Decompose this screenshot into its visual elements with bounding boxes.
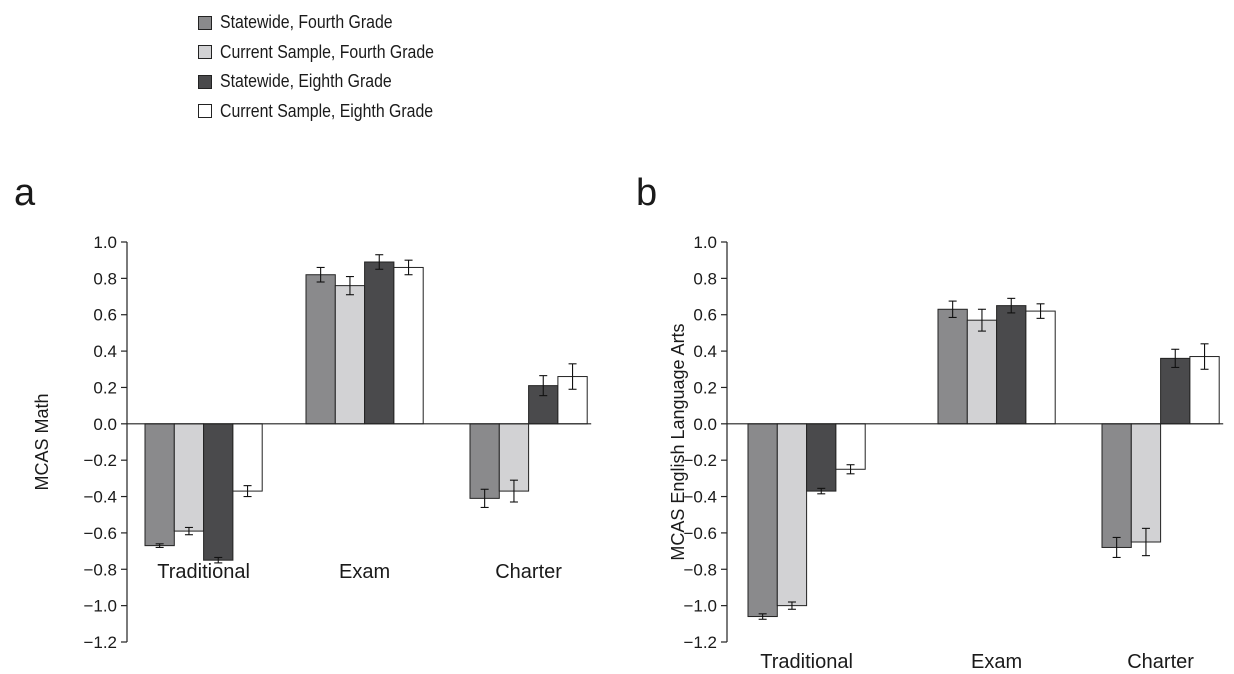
y-tick-label: 0.0 xyxy=(693,415,717,434)
bar xyxy=(469,423,500,499)
panel-label: a xyxy=(14,172,36,214)
bar xyxy=(1025,310,1056,425)
bar xyxy=(1160,357,1191,425)
bar xyxy=(334,285,366,425)
legend: Statewide, Fourth Grade Current Sample, … xyxy=(198,8,463,126)
y-tick-label: 0.6 xyxy=(693,306,717,325)
y-tick-label: 0.4 xyxy=(93,342,117,361)
y-tick-label: −0.6 xyxy=(683,524,717,543)
y-tick-label: −0.2 xyxy=(83,451,117,470)
y-tick-label: −0.6 xyxy=(83,524,117,543)
bar xyxy=(966,319,998,425)
legend-swatch xyxy=(198,45,212,60)
panel-label: b xyxy=(636,172,657,214)
y-tick-label: 0.0 xyxy=(93,415,117,434)
legend-item-statewide-fourth: Statewide, Fourth Grade xyxy=(198,8,463,38)
bar xyxy=(203,423,234,561)
y-tick-label: 0.8 xyxy=(93,269,117,288)
y-tick-label: −0.4 xyxy=(83,488,117,507)
x-category-label: Exam xyxy=(339,561,390,583)
bar xyxy=(173,423,205,532)
bar xyxy=(937,308,968,425)
x-category-label: Exam xyxy=(971,651,1022,673)
y-tick-label: 0.8 xyxy=(693,269,717,288)
y-tick-label: −0.8 xyxy=(83,560,117,579)
legend-swatch xyxy=(198,74,212,89)
y-axis-title: MCAS Math xyxy=(32,393,52,490)
legend-label: Current Sample, Eighth Grade xyxy=(220,100,434,121)
bar xyxy=(364,261,395,425)
legend-swatch xyxy=(198,104,212,119)
legend-swatch xyxy=(198,15,212,30)
y-tick-label: −1.2 xyxy=(683,633,717,652)
x-category-label: Traditional xyxy=(760,651,853,673)
y-tick-label: 0.2 xyxy=(693,378,717,397)
y-tick-label: −1.0 xyxy=(683,597,717,616)
y-tick-label: 0.6 xyxy=(93,306,117,325)
y-tick-label: −1.2 xyxy=(83,633,117,652)
bar xyxy=(393,266,424,425)
bar xyxy=(776,423,808,607)
legend-item-sample-eighth: Current Sample, Eighth Grade xyxy=(198,97,463,127)
panel-b: b 1.0 0.8 0.6 0.4 0.2 0.0 −0.2 −0.4 −0.6 −0.8 −1.0 −… xyxy=(636,172,1224,673)
bar xyxy=(996,305,1027,425)
x-category-label: Traditional xyxy=(157,561,250,583)
bar xyxy=(232,423,263,492)
bar xyxy=(144,423,175,547)
y-tick-label: 0.4 xyxy=(693,342,717,361)
y-tick-label: 1.0 xyxy=(693,233,717,252)
x-category-label: Charter xyxy=(495,561,562,583)
bar xyxy=(1101,423,1132,548)
legend-label: Statewide, Eighth Grade xyxy=(220,71,392,92)
legend-label: Current Sample, Fourth Grade xyxy=(220,41,434,62)
bar xyxy=(835,423,866,470)
bar xyxy=(1130,423,1162,543)
bar xyxy=(305,274,336,425)
legend-label: Statewide, Fourth Grade xyxy=(220,12,393,33)
y-tick-label: 0.2 xyxy=(93,378,117,397)
y-axis-title: MCAS English Language Arts xyxy=(668,323,688,560)
y-tick-label: −0.2 xyxy=(683,451,717,470)
bar xyxy=(747,423,778,618)
bar xyxy=(806,423,837,492)
y-tick-label: 1.0 xyxy=(93,233,117,252)
panel-a: a 1.0 0.8 0.6 0.4 0.2 0.0 −0.2 −0.4 −0.6 −0.8 −1.0 −… xyxy=(14,172,592,652)
legend-item-sample-fourth: Current Sample, Fourth Grade xyxy=(198,38,463,68)
legend-item-statewide-eighth: Statewide, Eighth Grade xyxy=(198,67,463,97)
y-tick-label: −0.8 xyxy=(683,560,717,579)
y-tick-label: −1.0 xyxy=(83,597,117,616)
y-tick-label: −0.4 xyxy=(683,488,717,507)
x-category-label: Charter xyxy=(1127,651,1194,673)
